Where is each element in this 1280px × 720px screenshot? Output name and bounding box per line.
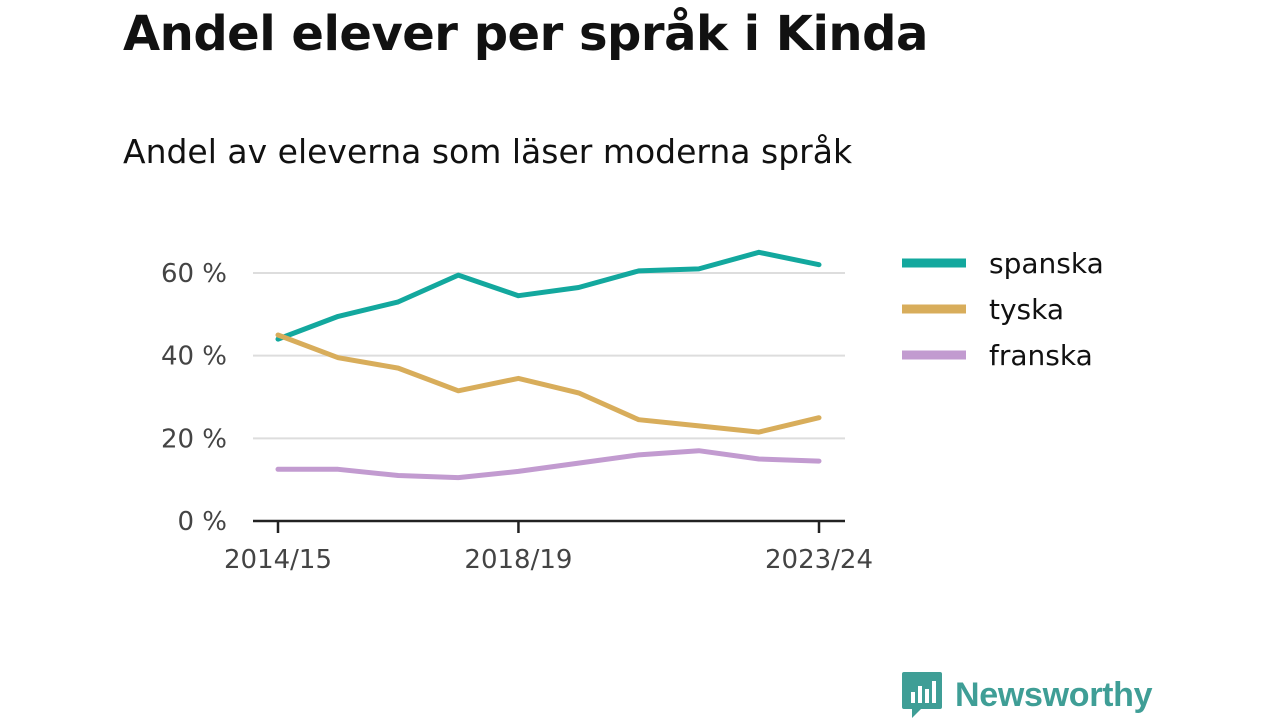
brand-name: Newsworthy — [955, 675, 1153, 714]
legend-label-tyska: tyska — [989, 293, 1064, 326]
series-line-tyska — [275, 332, 822, 435]
legend-label-spanska: spanska — [989, 247, 1104, 280]
bar-chart-speech-bubble-icon — [902, 672, 942, 718]
chart-title: Andel elever per språk i Kinda — [123, 6, 928, 62]
y-tick-label: 40 % — [161, 342, 227, 372]
x-tick-label: 2023/24 — [765, 545, 873, 575]
y-tick-label: 20 % — [161, 424, 227, 454]
y-tick-label: 60 % — [161, 259, 227, 289]
legend-label-franska: franska — [989, 339, 1093, 372]
x-tick-label: 2018/19 — [464, 545, 572, 575]
newsworthy-logo: Newsworthy — [901, 670, 1153, 720]
x-tick-label: 2014/15 — [224, 545, 332, 575]
chart-subtitle: Andel av eleverna som läser moderna språ… — [123, 132, 853, 171]
y-tick-label: 0 % — [177, 507, 227, 537]
series-line-franska — [275, 448, 822, 481]
series-line-spanska — [275, 249, 822, 342]
